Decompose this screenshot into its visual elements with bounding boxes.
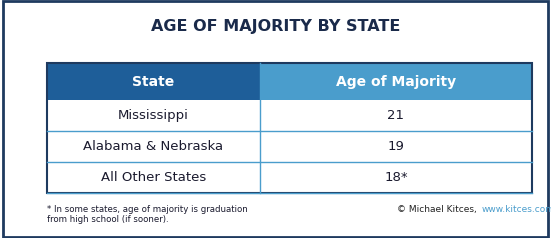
Bar <box>47 63 532 193</box>
Text: Mississippi: Mississippi <box>118 109 189 122</box>
Bar <box>47 63 260 100</box>
Text: Age of Majority: Age of Majority <box>336 74 456 89</box>
Text: 21: 21 <box>387 109 404 122</box>
Text: © Michael Kitces,: © Michael Kitces, <box>397 205 479 214</box>
Text: AGE OF MAJORITY BY STATE: AGE OF MAJORITY BY STATE <box>151 19 400 34</box>
Bar <box>47 131 532 162</box>
Text: All Other States: All Other States <box>101 171 206 184</box>
Text: 19: 19 <box>387 140 404 153</box>
Bar <box>47 162 532 193</box>
Text: Alabama & Nebraska: Alabama & Nebraska <box>83 140 224 153</box>
Text: * In some states, age of majority is graduation
from high school (if sooner).: * In some states, age of majority is gra… <box>47 205 247 224</box>
Bar <box>260 63 532 100</box>
Bar <box>47 100 532 131</box>
Text: 18*: 18* <box>384 171 408 184</box>
Text: www.kitces.com: www.kitces.com <box>482 205 551 214</box>
Text: State: State <box>132 74 175 89</box>
